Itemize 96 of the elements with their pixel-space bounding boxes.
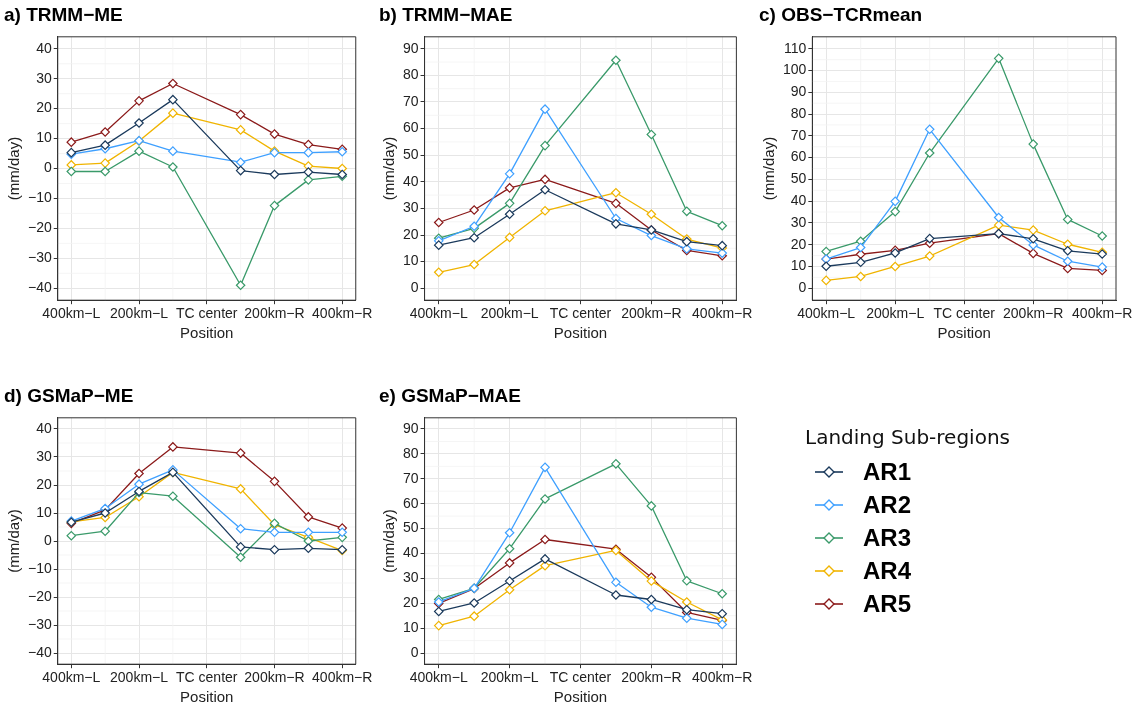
x-tick-label: 400km−R [692,305,753,322]
y-tick-label: 20 [790,235,807,252]
y-tick-label: 40 [36,419,52,436]
x-tick-label: 400km−L [409,305,468,322]
y-tick-label: 80 [402,444,419,461]
x-tick-label: 400km−L [42,305,101,322]
x-tick-label: 200km−L [110,305,169,322]
y-tick-label: 30 [790,213,807,230]
y-tick-label: −20 [28,587,52,604]
x-tick-label: TC center [549,669,612,686]
x-axis-title: Position [553,688,608,706]
x-tick-label: 200km−L [866,305,925,322]
y-tick-label: 0 [43,531,52,548]
y-axis-title: (mm/day) [380,509,398,573]
chart-title: a) TRMM−ME [4,3,123,25]
y-tick-label: 0 [798,279,807,296]
y-tick-label: 90 [402,39,419,56]
y-tick-label: −30 [28,615,52,632]
y-tick-label: −40 [28,643,52,660]
y-tick-label: 60 [790,148,807,165]
x-tick-label: TC center [933,305,996,322]
y-tick-label: 30 [36,69,52,86]
y-tick-label: 10 [790,257,807,274]
y-axis-title: (mm/day) [760,136,778,201]
y-tick-label: 50 [402,146,419,163]
x-tick-label: 200km−R [621,669,682,686]
x-axis-title: Position [937,324,991,342]
y-tick-label: 50 [790,170,807,187]
x-tick-label: TC center [549,305,612,322]
y-tick-label: 20 [36,475,52,492]
y-tick-label: 30 [402,569,419,586]
y-tick-label: 20 [36,99,52,116]
x-tick-label: 400km−R [312,305,373,322]
y-tick-label: 50 [402,519,419,536]
x-tick-label: 200km−R [244,669,305,686]
y-tick-label: 90 [402,419,419,436]
y-tick-label: 70 [402,469,419,486]
x-tick-label: 400km−R [312,669,373,686]
x-axis-title: Position [180,324,234,342]
y-tick-label: 40 [790,192,807,209]
x-tick-label: 200km−L [110,669,169,686]
x-axis-title: Position [553,324,608,342]
y-tick-label: −40 [28,279,52,296]
y-tick-label: 0 [43,159,52,176]
x-axis-title: Position [180,688,234,706]
y-tick-label: 60 [402,119,419,136]
legend-label: AR3 [863,523,912,552]
chart-title: e) GSMaP−MAE [379,384,522,406]
x-tick-label: 400km−R [692,669,753,686]
y-axis-title: (mm/day) [5,136,23,201]
y-tick-label: −10 [28,559,52,576]
y-tick-label: 100 [783,61,807,78]
y-tick-label: 10 [36,503,52,520]
chart-title: c) OBS−TCRmean [759,3,923,25]
y-tick-label: 10 [402,252,419,269]
y-tick-label: −10 [28,189,52,206]
y-tick-label: 60 [402,494,419,511]
chart-title: d) GSMaP−ME [4,384,134,406]
x-tick-label: TC center [176,669,238,686]
y-axis-title: (mm/day) [5,509,23,573]
y-tick-label: −30 [28,249,52,266]
y-axis-title: (mm/day) [380,136,398,201]
x-tick-label: 200km−L [480,669,539,686]
x-tick-label: 200km−R [244,305,305,322]
x-tick-label: 400km−L [42,669,101,686]
legend-label: AR4 [863,556,912,585]
x-tick-label: 200km−L [480,305,539,322]
legend-label: AR5 [863,589,912,618]
y-tick-label: 40 [402,544,419,561]
y-tick-label: 0 [410,643,419,660]
x-tick-label: 200km−R [621,305,682,322]
y-tick-label: 20 [402,594,419,611]
legend-label: AR2 [863,490,912,519]
x-tick-label: 200km−R [1003,305,1064,322]
legend-title: Landing Sub-regions [805,425,1011,449]
x-tick-label: 400km−R [1072,305,1133,322]
y-tick-label: 0 [410,279,419,296]
y-tick-label: 80 [790,104,807,121]
y-tick-label: 20 [402,225,419,242]
y-tick-label: 30 [402,199,419,216]
y-tick-label: 10 [402,618,419,635]
x-tick-label: 400km−L [409,669,468,686]
y-tick-label: 40 [402,172,419,189]
x-tick-label: 400km−L [797,305,856,322]
x-tick-label: TC center [176,305,238,322]
y-tick-label: 110 [784,39,807,56]
legend-label: AR1 [863,457,912,486]
y-tick-label: −20 [28,219,52,236]
y-tick-label: 90 [790,83,807,100]
chart-title: b) TRMM−MAE [379,3,513,25]
y-tick-label: 10 [36,129,52,146]
y-tick-label: 80 [402,66,419,83]
y-tick-label: 30 [36,447,52,464]
y-tick-label: 70 [790,126,807,143]
y-tick-label: 70 [402,92,419,109]
y-tick-label: 40 [36,39,52,56]
